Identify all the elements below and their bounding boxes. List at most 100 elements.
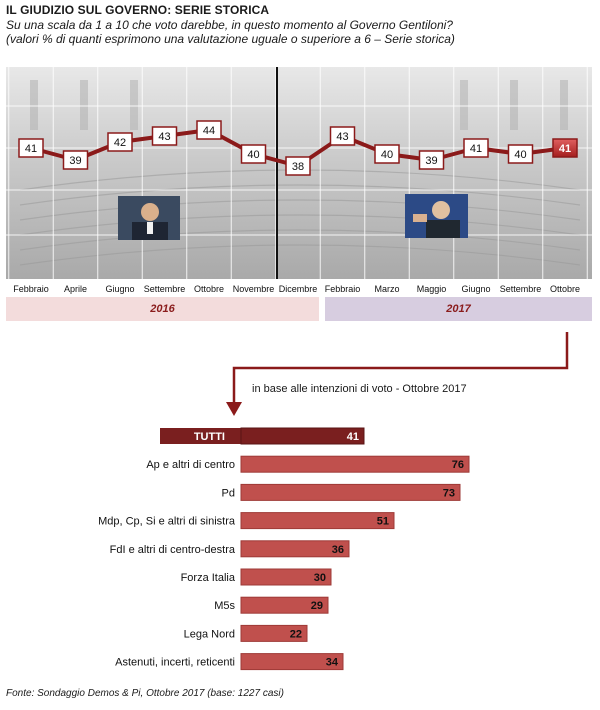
bar-value-label: 73 bbox=[443, 487, 455, 499]
data-label: 39 bbox=[69, 155, 81, 167]
data-point: 40 bbox=[374, 144, 400, 164]
data-point-box bbox=[285, 156, 311, 176]
data-point-box bbox=[62, 150, 89, 170]
data-point-box bbox=[418, 150, 445, 170]
x-tick-label: Aprile bbox=[64, 284, 87, 294]
bar-value-label: 29 bbox=[311, 600, 323, 612]
x-tick-label: Ottobre bbox=[194, 284, 224, 294]
bar-value-label: 30 bbox=[314, 572, 326, 584]
bar-row: Astenuti, incerti, reticenti 34 bbox=[115, 653, 344, 671]
bar-value-label: 41 bbox=[347, 431, 359, 443]
data-point: 41 bbox=[463, 138, 489, 158]
x-tick-label: Settembre bbox=[144, 284, 186, 294]
bar-value-label: 36 bbox=[332, 544, 344, 556]
arrow-head bbox=[226, 402, 242, 416]
year-band-2016: 2016 bbox=[6, 297, 319, 321]
bar-value-label: 76 bbox=[452, 459, 464, 471]
bar bbox=[240, 483, 461, 501]
data-label: 42 bbox=[114, 137, 126, 149]
x-tick-label: Novembre bbox=[233, 284, 275, 294]
data-point: 40 bbox=[240, 144, 267, 164]
data-label: 39 bbox=[425, 155, 437, 167]
bar-category-label: Mdp, Cp, Si e altri di sinistra bbox=[98, 516, 236, 528]
data-label: 44 bbox=[203, 125, 215, 137]
bar-row: FdI e altri di centro-destra 36 bbox=[110, 540, 350, 558]
data-label: 43 bbox=[158, 131, 170, 143]
data-markers: 41 39 42 43 44 40 38 43 40 39 41 40 41 bbox=[18, 120, 578, 176]
x-tick-label: Febbraio bbox=[13, 284, 49, 294]
data-point-box bbox=[18, 138, 44, 158]
data-point: 38 bbox=[285, 156, 311, 176]
bar-row: TUTTI 41 bbox=[160, 427, 365, 445]
bar-category-label: Ap e altri di centro bbox=[146, 459, 235, 471]
x-tick-label: Marzo bbox=[374, 284, 399, 294]
bar-category-label: M5s bbox=[214, 600, 235, 612]
x-tick-label: Ottobre bbox=[550, 284, 580, 294]
x-tick-label: Dicembre bbox=[279, 284, 318, 294]
data-point-box bbox=[107, 132, 133, 152]
data-point: 41 bbox=[552, 138, 578, 158]
data-label: 40 bbox=[514, 149, 526, 161]
bar bbox=[240, 624, 308, 642]
data-label: 38 bbox=[292, 161, 304, 173]
source-note: Fonte: Sondaggio Demos & Pi, Ottobre 201… bbox=[6, 688, 284, 699]
data-label: 40 bbox=[381, 149, 393, 161]
data-label: 40 bbox=[247, 149, 259, 161]
data-label: 41 bbox=[25, 143, 37, 155]
bar bbox=[240, 540, 350, 558]
total-label-box bbox=[160, 428, 241, 444]
x-tick-label: Giugno bbox=[105, 284, 134, 294]
year-band-2017: 2017 bbox=[325, 297, 592, 321]
data-point: 43 bbox=[151, 126, 178, 146]
data-point-box bbox=[151, 126, 178, 146]
subtitle-line-1: Su una scala da 1 a 10 che voto darebbe,… bbox=[6, 18, 453, 32]
arrow-line bbox=[232, 332, 569, 404]
x-tick-label: Settembre bbox=[500, 284, 542, 294]
bar-row: M5s 29 bbox=[214, 596, 329, 614]
data-point: 42 bbox=[107, 132, 133, 152]
bar bbox=[240, 568, 332, 586]
bar-category-label: Astenuti, incerti, reticenti bbox=[115, 657, 235, 669]
bar-category-label: TUTTI bbox=[194, 431, 225, 443]
data-point: 39 bbox=[418, 150, 445, 170]
data-point-box bbox=[240, 144, 267, 164]
bar-row: Mdp, Cp, Si e altri di sinistra 51 bbox=[98, 512, 395, 530]
data-point: 44 bbox=[196, 120, 222, 140]
data-point-box bbox=[196, 120, 222, 140]
x-tick-label: Giugno bbox=[461, 284, 490, 294]
data-label: 43 bbox=[336, 131, 348, 143]
bar bbox=[240, 455, 470, 473]
bar-row: Ap e altri di centro 76 bbox=[146, 455, 470, 473]
x-axis-labels: Febbraio Aprile Giugno Settembre Ottobre Nove… bbox=[13, 284, 580, 294]
bar-category-label: Pd bbox=[222, 487, 235, 499]
data-point-box bbox=[507, 144, 534, 164]
bar-category-label: Lega Nord bbox=[184, 628, 235, 640]
x-tick-label: Febbraio bbox=[325, 284, 361, 294]
bar-row: Lega Nord 22 bbox=[184, 624, 308, 642]
data-point: 39 bbox=[62, 150, 89, 170]
bar-value-label: 34 bbox=[326, 657, 339, 669]
bar-row: Pd 73 bbox=[222, 483, 461, 501]
data-point-box bbox=[552, 138, 578, 158]
data-label: 41 bbox=[559, 143, 571, 155]
bar bbox=[240, 427, 365, 445]
subtitle-line-2: (valori % di quanti esprimono una valuta… bbox=[6, 32, 455, 46]
data-point: 41 bbox=[18, 138, 44, 158]
data-label: 41 bbox=[470, 143, 482, 155]
data-point-box bbox=[374, 144, 400, 164]
data-point-box bbox=[329, 126, 356, 146]
bar-value-label: 51 bbox=[377, 516, 389, 528]
line-chart: 41 39 42 43 44 40 38 43 40 39 41 40 41 Febbraio April… bbox=[6, 67, 592, 294]
data-point: 40 bbox=[507, 144, 534, 164]
bar-chart-caption: in base alle intenzioni di voto - Ottobr… bbox=[252, 383, 467, 395]
photo-gentiloni bbox=[405, 194, 468, 238]
bar-category-label: Forza Italia bbox=[181, 572, 236, 584]
bar-category-label: FdI e altri di centro-destra bbox=[110, 544, 236, 556]
bars: TUTTI 41 Ap e altri di centro 76 Pd 73 Mdp, Cp… bbox=[98, 427, 470, 671]
chart-subtitle: Su una scala da 1 a 10 che voto darebbe,… bbox=[6, 18, 596, 46]
bar bbox=[240, 653, 344, 671]
bar-value-label: 22 bbox=[290, 628, 302, 640]
photo-renzi bbox=[118, 196, 180, 240]
chart-title: IL GIUDIZIO SUL GOVERNO: SERIE STORICA bbox=[6, 3, 270, 17]
bar bbox=[240, 512, 395, 530]
